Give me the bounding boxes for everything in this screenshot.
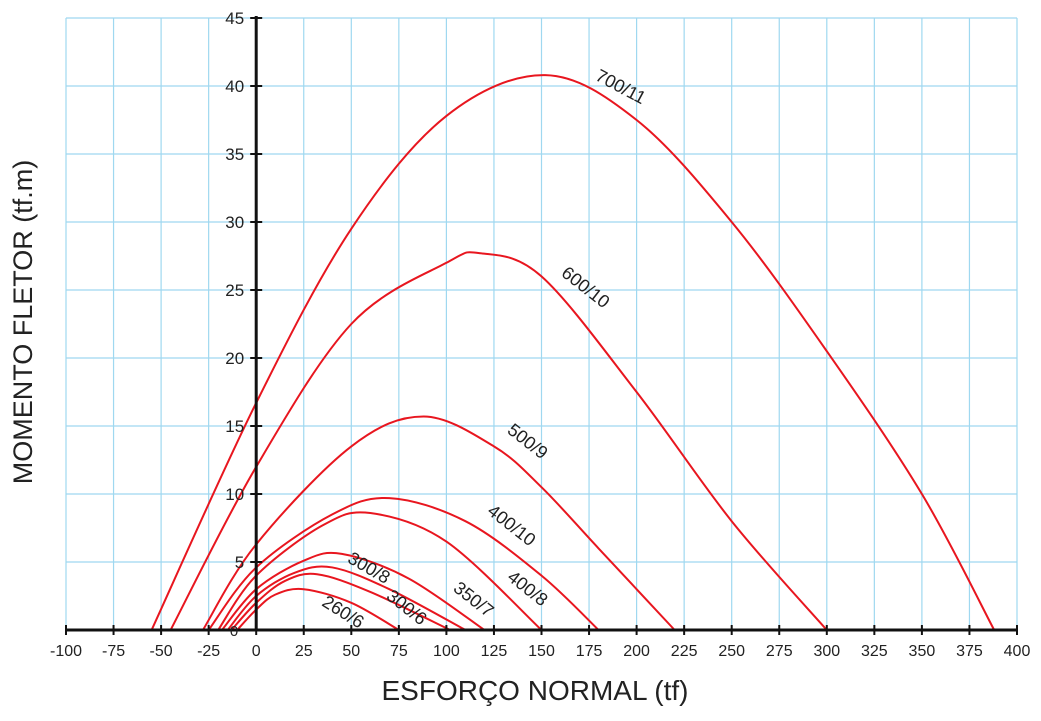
y-tick-label: 45 — [225, 9, 244, 28]
x-tick-label: 50 — [342, 643, 360, 660]
x-axis-title: ESFORÇO NORMAL (tf) — [382, 675, 689, 706]
x-tick-label: 75 — [390, 643, 408, 660]
curves — [150, 74, 996, 631]
y-tick-label: 20 — [225, 349, 244, 368]
y-tick-label: 35 — [225, 145, 244, 164]
y-tick-label: 5 — [235, 553, 244, 572]
series-label: 260/6 — [319, 591, 368, 632]
series-label: 600/10 — [558, 262, 614, 312]
y-tick-label: 10 — [225, 485, 244, 504]
series-line-700-11 — [150, 74, 996, 631]
x-tick-label: 100 — [433, 643, 460, 660]
series-label: 400/10 — [484, 500, 540, 550]
y-axis-title: MOMENTO FLETOR (tf.m) — [8, 160, 38, 485]
x-tick-label: 150 — [528, 643, 555, 660]
series-line-260-6 — [236, 587, 400, 631]
x-tick-label: -50 — [150, 643, 173, 660]
series-label: 700/11 — [592, 65, 649, 108]
x-tick-label: 400 — [1004, 643, 1031, 660]
series-label: 350/7 — [450, 578, 498, 621]
x-tick-label: 275 — [766, 643, 793, 660]
y-tick-label-zero: 0 — [230, 623, 238, 640]
x-tick-label: 250 — [718, 643, 745, 660]
x-tick-label: 175 — [576, 643, 603, 660]
x-tick-label: 0 — [252, 643, 261, 660]
x-tick-label: 300 — [813, 643, 840, 660]
curve-labels: 700/11600/10500/9400/10400/8350/7300/830… — [319, 65, 649, 632]
x-tick-label: 25 — [295, 643, 313, 660]
x-tick-label: -25 — [197, 643, 220, 660]
x-tick-label: 125 — [481, 643, 508, 660]
axes: -100 -75 -50 -25 0 25 50 75 100 125 150 175 200 225 25… — [50, 9, 1030, 660]
x-tick-label: 375 — [956, 643, 983, 660]
x-tick-label: 200 — [623, 643, 650, 660]
x-tick-label: 225 — [671, 643, 698, 660]
grid — [65, 17, 1018, 630]
x-tick-label: 350 — [909, 643, 936, 660]
y-tick-label: 15 — [225, 417, 244, 436]
series-line-600-10 — [169, 251, 828, 631]
x-tick-label: 325 — [861, 643, 888, 660]
x-tick-label: -100 — [50, 643, 82, 660]
y-tick-label: 25 — [225, 281, 244, 300]
x-tick-label: -75 — [102, 643, 125, 660]
series-label: 400/8 — [504, 567, 552, 610]
series-label: 300/6 — [383, 586, 431, 629]
y-tick-label: 40 — [225, 77, 244, 96]
y-tick-label: 30 — [225, 213, 244, 232]
